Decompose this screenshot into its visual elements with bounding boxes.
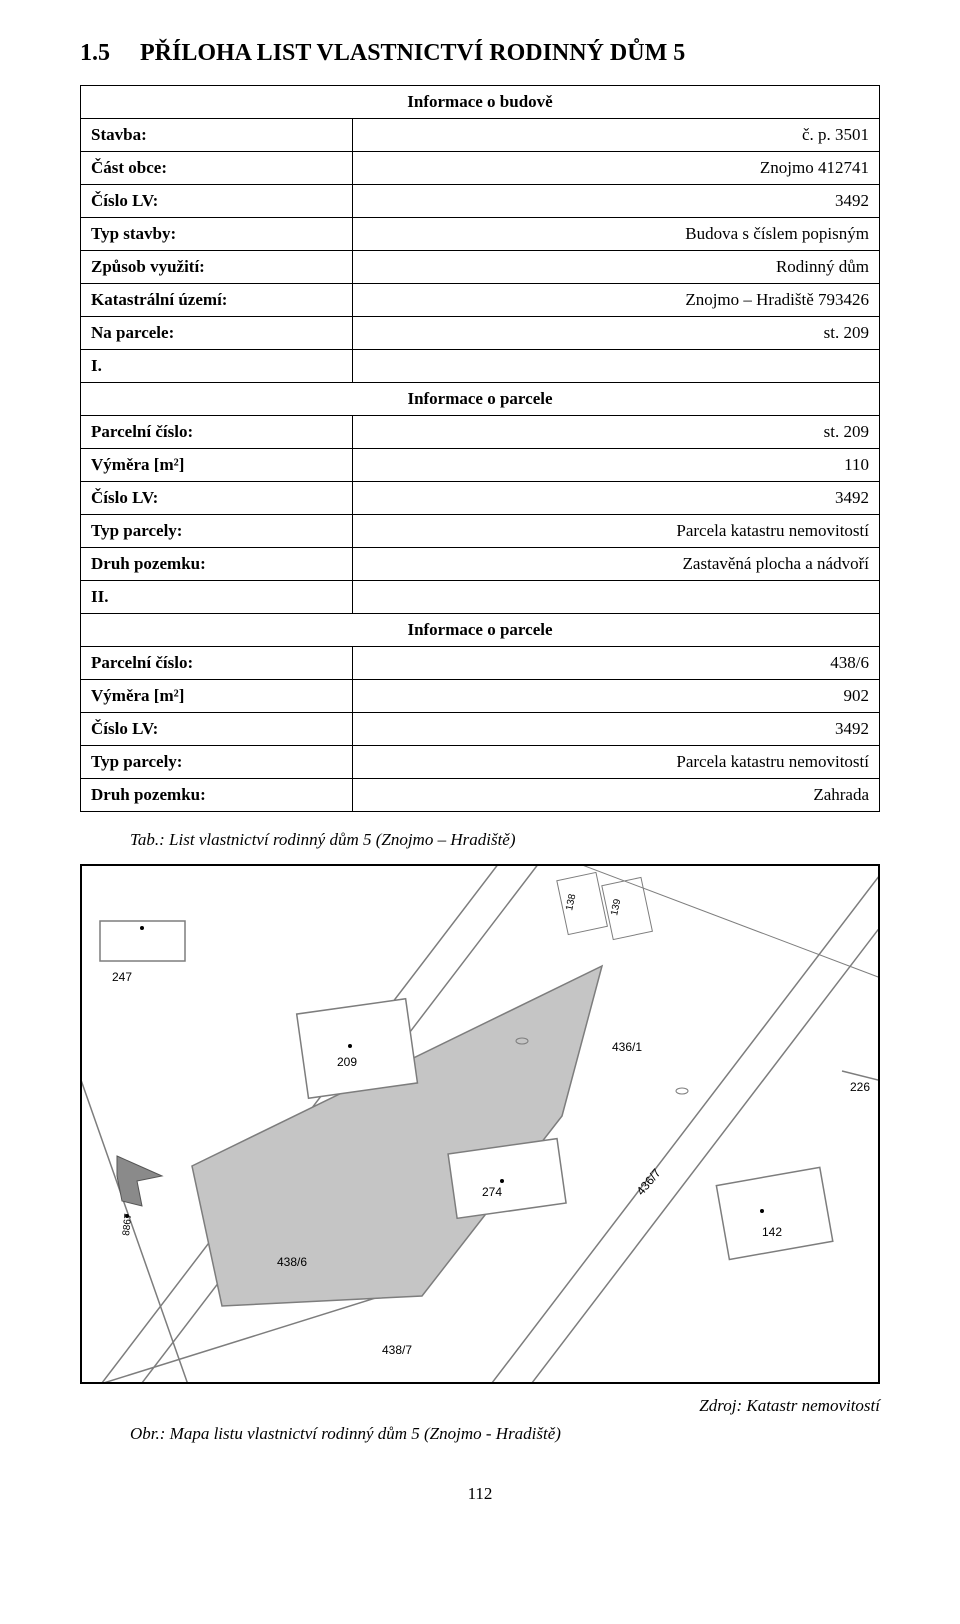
cadastral-map: 247 209 438/6 274 436/1 436/7 142 226 43… bbox=[80, 864, 880, 1384]
table-row: Katastrální území:Znojmo – Hradiště 7934… bbox=[81, 284, 880, 317]
map-caption: Obr.: Mapa listu vlastnictví rodinný dům… bbox=[130, 1424, 880, 1444]
svg-text:274: 274 bbox=[482, 1185, 502, 1199]
building-142 bbox=[716, 1167, 832, 1259]
table-row: Stavba:č. p. 3501 bbox=[81, 119, 880, 152]
table-row: Část obce:Znojmo 412741 bbox=[81, 152, 880, 185]
cadastral-map-svg: 247 209 438/6 274 436/1 436/7 142 226 43… bbox=[82, 866, 878, 1382]
table-row: Druh pozemku:Zastavěná plocha a nádvoří bbox=[81, 548, 880, 581]
svg-text:438/7: 438/7 bbox=[382, 1343, 412, 1357]
svg-text:436/1: 436/1 bbox=[612, 1040, 642, 1054]
table-row: Parcelní číslo:st. 209 bbox=[81, 416, 880, 449]
svg-text:139: 139 bbox=[609, 898, 623, 917]
table-row: Parcelní číslo:438/6 bbox=[81, 647, 880, 680]
page-number: 112 bbox=[80, 1484, 880, 1504]
table-row: Typ stavby:Budova s číslem popisným bbox=[81, 218, 880, 251]
building-209 bbox=[297, 999, 418, 1098]
ownership-table: Informace o budově Stavba:č. p. 3501 Čás… bbox=[80, 85, 880, 812]
heading-title: PŘÍLOHA LIST VLASTNICTVÍ RODINNÝ DŮM 5 bbox=[140, 40, 685, 66]
svg-text:209: 209 bbox=[337, 1055, 357, 1069]
table-row: Způsob využití:Rodinný dům bbox=[81, 251, 880, 284]
svg-text:226: 226 bbox=[850, 1080, 870, 1094]
table-row: Typ parcely:Parcela katastru nemovitostí bbox=[81, 746, 880, 779]
section3-header: Informace o parcele bbox=[81, 614, 880, 647]
table-row: Na parcele:st. 209 bbox=[81, 317, 880, 350]
section-heading: 1.5 PŘÍLOHA LIST VLASTNICTVÍ RODINNÝ DŮM… bbox=[80, 40, 880, 67]
table-row: Typ parcely:Parcela katastru nemovitostí bbox=[81, 515, 880, 548]
table-row: Číslo LV:3492 bbox=[81, 482, 880, 515]
table-row: Výměra [m²]110 bbox=[81, 449, 880, 482]
section-i-label: I. bbox=[81, 350, 353, 383]
svg-text:8867: 8867 bbox=[121, 1213, 134, 1237]
table-caption: Tab.: List vlastnictví rodinný dům 5 (Zn… bbox=[130, 830, 880, 850]
svg-text:247: 247 bbox=[112, 970, 132, 984]
svg-text:438/6: 438/6 bbox=[277, 1255, 307, 1269]
svg-text:138: 138 bbox=[564, 893, 578, 912]
map-source: Zdroj: Katastr nemovitostí bbox=[80, 1396, 880, 1416]
table-row: Číslo LV:3492 bbox=[81, 713, 880, 746]
pointer-arrow-icon bbox=[117, 1156, 162, 1206]
section2-header: Informace o parcele bbox=[81, 383, 880, 416]
table-row: Výměra [m²]902 bbox=[81, 680, 880, 713]
svg-text:142: 142 bbox=[762, 1225, 782, 1239]
svg-text:436/7: 436/7 bbox=[634, 1166, 664, 1198]
table-row: Číslo LV:3492 bbox=[81, 185, 880, 218]
section1-header: Informace o budově bbox=[81, 86, 880, 119]
section-ii-label: II. bbox=[81, 581, 353, 614]
table-row: Druh pozemku:Zahrada bbox=[81, 779, 880, 812]
page: 1.5 PŘÍLOHA LIST VLASTNICTVÍ RODINNÝ DŮM… bbox=[0, 0, 960, 1534]
heading-number: 1.5 bbox=[80, 40, 134, 67]
